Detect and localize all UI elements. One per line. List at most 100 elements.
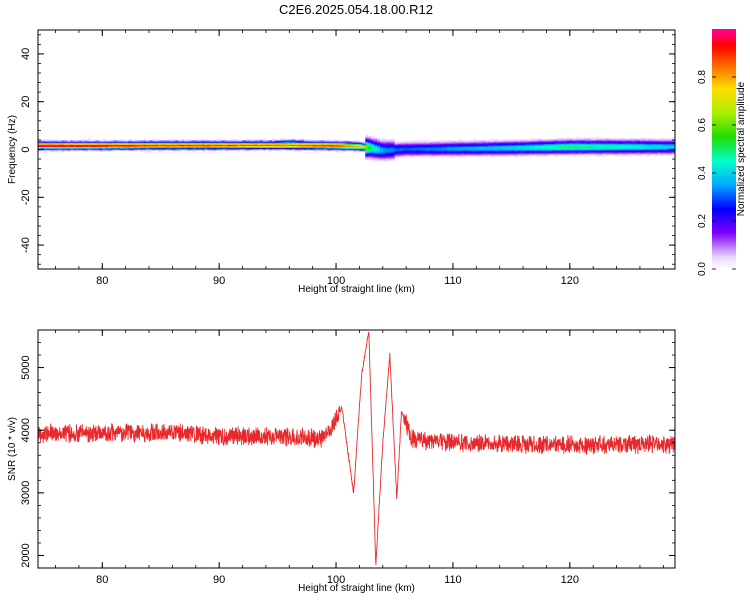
heatmap-cell (67, 140, 71, 142)
heatmap-cell (587, 139, 591, 141)
heatmap-cell (642, 150, 647, 153)
heatmap-cell (119, 145, 124, 148)
heatmap-cell (318, 144, 322, 146)
heatmap-cell (561, 148, 565, 151)
heatmap-cell (414, 147, 419, 150)
heatmap-cell (397, 156, 401, 158)
heatmap-cell (490, 153, 495, 155)
heatmap-cell (394, 154, 398, 156)
heatmap-cell (58, 149, 62, 152)
heatmap-cell (333, 146, 337, 149)
heatmap-cell (225, 143, 229, 145)
heatmap-cell (365, 146, 369, 149)
heatmap-cell (189, 140, 194, 142)
heatmap-cell (257, 142, 261, 144)
heatmap-cell (625, 153, 629, 155)
heatmap-cell (350, 142, 354, 144)
heatmap-cell (344, 143, 349, 145)
heatmap-cell (639, 154, 644, 156)
heatmap-cell (458, 142, 463, 144)
heatmap-cell (146, 150, 150, 153)
heatmap-cell (201, 139, 205, 141)
heatmap-cell (552, 149, 556, 152)
heatmap-cell (58, 144, 62, 146)
heatmap-cell (467, 142, 471, 144)
heatmap-cell (511, 152, 515, 154)
heatmap-cell (417, 146, 422, 149)
heatmap-cell (429, 153, 433, 155)
heatmap-cell (382, 140, 387, 142)
heatmap-cell (163, 148, 167, 151)
heatmap-cell (116, 143, 121, 145)
heatmap-cell (414, 150, 419, 153)
heatmap-cell (403, 146, 407, 149)
heatmap-cell (338, 147, 343, 150)
heatmap-cell (379, 150, 384, 153)
heatmap-cell (485, 144, 489, 146)
heatmap-cell (584, 146, 588, 149)
heatmap-cell (417, 150, 422, 153)
heatmap-cell (111, 142, 115, 144)
heatmap-cell (359, 146, 363, 149)
heatmap-cell (257, 140, 261, 142)
heatmap-cell (523, 141, 527, 143)
heatmap-cell (245, 144, 249, 146)
heatmap-cell (239, 144, 243, 146)
heatmap-cell (400, 148, 404, 151)
heatmap-cell (356, 148, 360, 151)
heatmap-cell (464, 147, 468, 150)
heatmap-cell (540, 148, 544, 151)
heatmap-cell (225, 140, 229, 142)
heatmap-cell (204, 146, 208, 149)
heatmap-cell (566, 154, 571, 156)
heatmap-cell (333, 140, 337, 142)
heatmap-cell (75, 146, 80, 149)
heatmap-cell (464, 142, 468, 144)
heatmap-cell (397, 149, 401, 152)
heatmap-cell (303, 145, 308, 148)
heatmap-cell (432, 146, 436, 149)
heatmap-cell (99, 148, 103, 151)
heatmap-cell (374, 147, 378, 150)
heatmap-cell (555, 150, 559, 153)
heatmap-cell (189, 141, 194, 143)
heatmap-cell (590, 154, 594, 156)
heatmap-cell (517, 146, 521, 149)
heatmap-cell (441, 141, 445, 143)
heatmap-cell (508, 140, 512, 142)
heatmap-cell (467, 149, 471, 152)
heatmap-cell (99, 149, 103, 152)
heatmap-cell (628, 141, 632, 143)
heatmap-cell (663, 138, 667, 140)
heatmap-cell (356, 150, 360, 153)
heatmap-cell (371, 150, 375, 153)
heatmap-cell (263, 144, 267, 146)
heatmap-cell (587, 145, 591, 148)
heatmap-cell (523, 147, 527, 150)
heatmap-cell (520, 145, 524, 148)
heatmap-cell (578, 150, 582, 153)
heatmap-cell (78, 146, 83, 149)
heatmap-cell (599, 154, 603, 156)
heatmap-cell (70, 142, 74, 144)
heatmap-cell (368, 149, 372, 152)
heatmap-cell (654, 144, 658, 146)
heatmap-cell (298, 142, 302, 144)
heatmap-cell (292, 146, 296, 149)
heatmap-cell (119, 146, 124, 149)
heatmap-cell (663, 143, 667, 145)
heatmap-cell (578, 142, 582, 144)
heatmap-cell (581, 148, 585, 151)
heatmap-cell (233, 148, 238, 151)
heatmap-cell (149, 142, 153, 144)
heatmap-cell (385, 160, 390, 163)
heatmap-cell (151, 140, 156, 142)
heatmap-cell (490, 148, 495, 151)
heatmap-cell (593, 147, 597, 150)
heatmap-cell (239, 143, 243, 145)
heatmap-cell (561, 139, 565, 141)
heatmap-cell (452, 156, 457, 158)
heatmap-cell (660, 145, 664, 148)
heatmap-cell (645, 150, 650, 153)
heatmap-cell (450, 145, 454, 148)
